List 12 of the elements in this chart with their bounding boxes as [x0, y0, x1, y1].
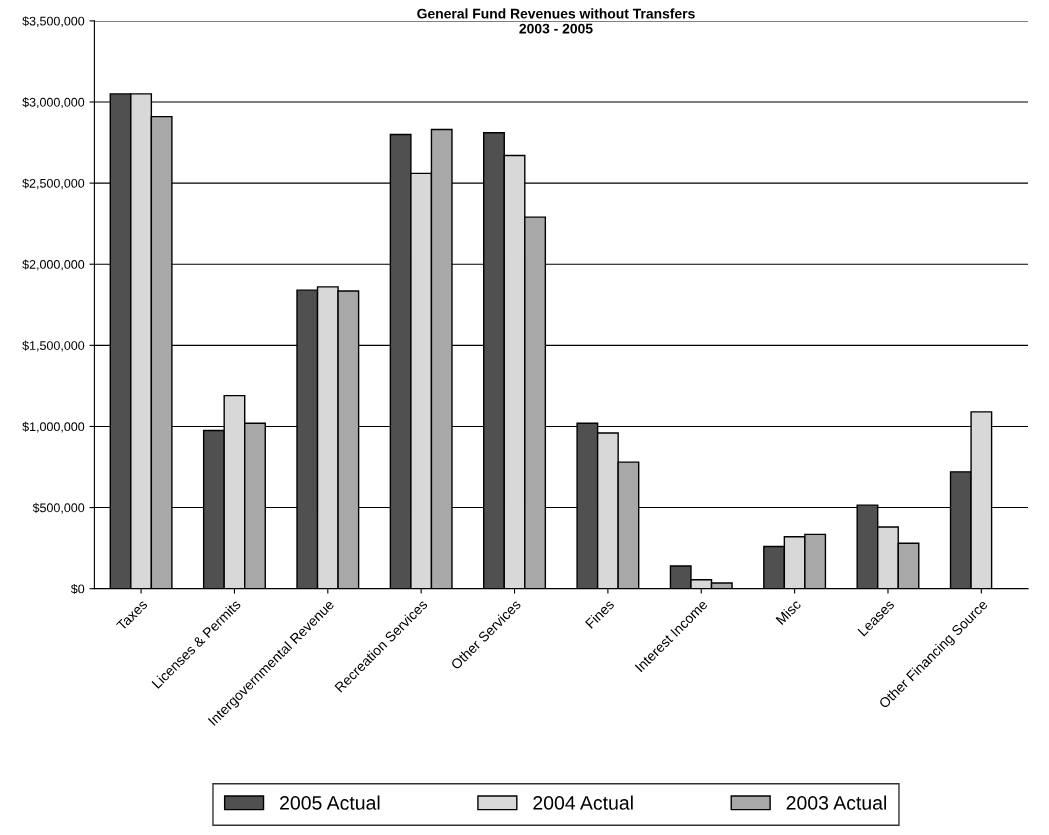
- y-tick-label: $2,000,000: [22, 259, 85, 271]
- y-tick-label: $2,500,000: [22, 178, 85, 190]
- y-tick-label: $1,000,000: [22, 421, 85, 433]
- y-tick-label: $500,000: [32, 502, 85, 514]
- y-tick-label: $0: [70, 583, 85, 595]
- y-tick-label: $3,500,000: [22, 16, 85, 27]
- y-tick-label: $3,000,000: [22, 97, 85, 109]
- legend-label: 2003 Actual: [786, 795, 886, 810]
- chart-title: General Fund Revenues without Transfers 2003 - 2005: [417, 8, 695, 34]
- legend-label: 2005 Actual: [280, 795, 380, 810]
- legend-label: 2004 Actual: [533, 795, 633, 810]
- y-tick-label: $1,500,000: [22, 340, 85, 352]
